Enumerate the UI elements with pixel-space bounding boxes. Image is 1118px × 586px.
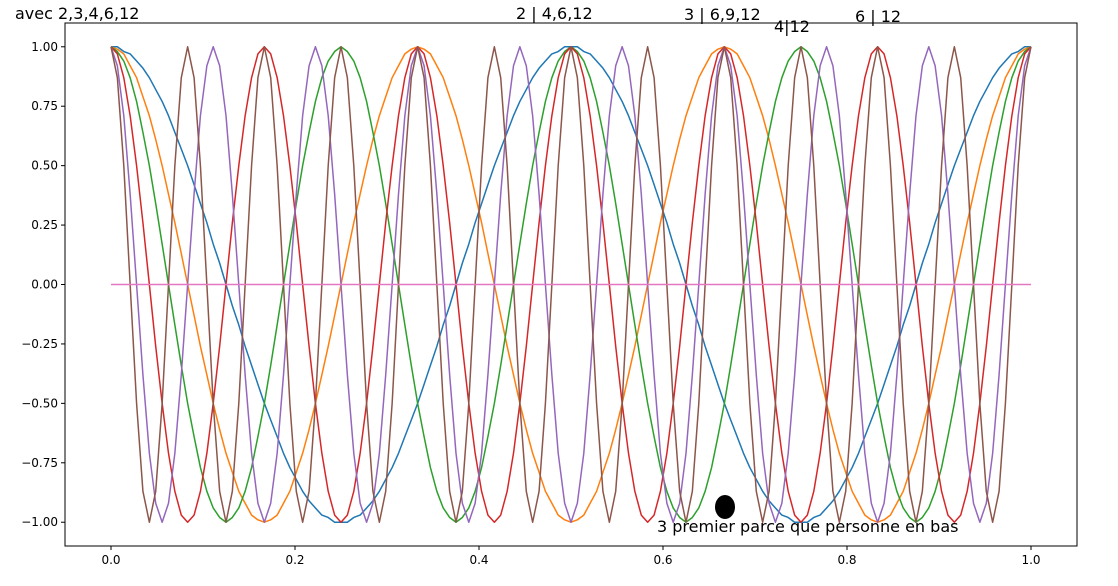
x-tick-label: 0.2 [285,553,304,567]
x-tick-label: 0.4 [469,553,488,567]
annotation: avec 2,3,4,6,12 [15,4,139,23]
annotation: 3 premier parce que personne en bas [657,517,958,536]
line-series [110,46,1032,523]
y-tick-label: 0.00 [31,278,58,292]
y-tick-label: 0.25 [31,218,58,232]
annotation: 4|12 [774,17,810,36]
y-tick-label: 0.75 [31,99,58,113]
y-tick-label: −0.50 [21,396,58,410]
annotation: 3 | 6,9,12 [684,5,761,24]
y-tick-label: 0.50 [31,159,58,173]
annotation: 2 | 4,6,12 [516,4,593,23]
y-tick-label: −1.00 [21,515,58,529]
line-series [110,46,1032,523]
y-tick-label: 1.00 [31,40,58,54]
y-tick-label: −0.25 [21,337,58,351]
scribble [715,495,735,519]
plot-area [110,46,1032,523]
annotation: 6 | 12 [855,7,901,26]
y-tick-label: −0.75 [21,456,58,470]
x-tick-label: 0.0 [101,553,120,567]
x-tick-label: 0.6 [653,553,672,567]
x-tick-label: 1.0 [1021,553,1040,567]
x-tick-label: 0.8 [837,553,856,567]
